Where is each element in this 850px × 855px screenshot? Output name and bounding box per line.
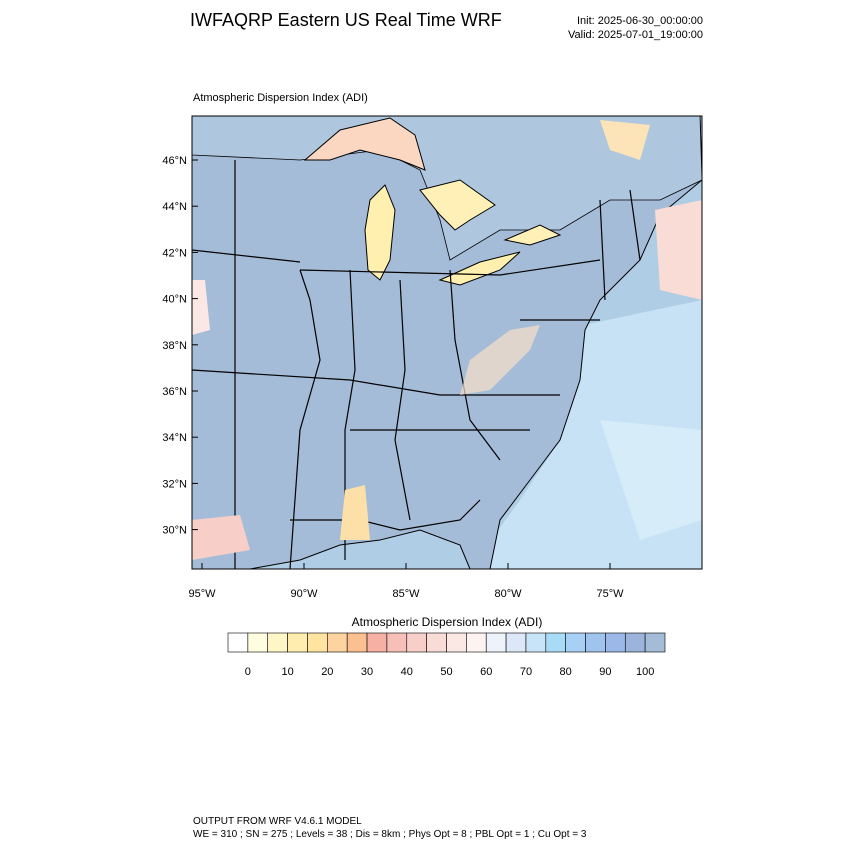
colorbar-label: 10 <box>281 666 293 678</box>
colorbar-box <box>247 632 269 653</box>
colorbar-box <box>644 632 666 653</box>
colorbar-box <box>585 632 606 653</box>
colorbar-box <box>346 632 368 653</box>
lon-label: 75°W <box>596 588 624 600</box>
colorbar-box <box>307 632 328 653</box>
colorbar-box <box>605 632 626 653</box>
colorbar-label: 70 <box>520 666 532 678</box>
colorbar-title: Atmospheric Dispersion Index (ADI) <box>352 615 543 629</box>
colorbar-box <box>327 632 348 653</box>
lat-label: 34°N <box>162 432 187 444</box>
lat-label: 44°N <box>162 201 187 213</box>
colorbar-label: 100 <box>636 666 654 678</box>
valid-time: Valid: 2025-07-01_19:00:00 <box>568 29 703 41</box>
colorbar-box <box>525 632 547 653</box>
lon-label: 80°W <box>494 588 522 600</box>
colorbar-label: 60 <box>480 666 492 678</box>
colorbar-box <box>386 632 408 653</box>
colorbar-box <box>485 632 507 653</box>
footer-line: OUTPUT FROM WRF V4.6.1 MODEL <box>193 816 362 827</box>
lon-label: 90°W <box>290 588 318 600</box>
colorbar-label: 80 <box>560 666 572 678</box>
colorbar-label: 20 <box>321 666 333 678</box>
colorbar-label: 50 <box>440 666 452 678</box>
title: IWFAQRP Eastern US Real Time WRF <box>190 10 502 30</box>
lat-label: 40°N <box>162 294 187 306</box>
map-area <box>192 116 702 569</box>
colorbar-label: 30 <box>361 666 373 678</box>
colorbar-label: 90 <box>599 666 611 678</box>
colorbar-box <box>565 632 586 653</box>
colorbar-box <box>287 632 308 653</box>
footer-line: WE = 310 ; SN = 275 ; Levels = 38 ; Dis … <box>193 829 587 840</box>
lat-label: 42°N <box>162 247 187 259</box>
colorbar-box <box>624 632 646 653</box>
lon-label: 95°W <box>188 588 216 600</box>
lat-label: 46°N <box>162 155 187 167</box>
colorbar-box <box>227 632 249 653</box>
colorbar-box <box>446 632 467 653</box>
colorbar-box <box>426 632 447 653</box>
lon-label: 85°W <box>392 588 420 600</box>
lat-label: 36°N <box>162 386 187 398</box>
map-frame <box>191 115 703 570</box>
colorbar-box <box>406 632 427 653</box>
colorbar-box <box>267 632 288 653</box>
colorbar-box <box>466 632 487 653</box>
lat-label: 32°N <box>162 478 187 490</box>
colorbar-box <box>505 632 527 653</box>
colorbar-label: 40 <box>401 666 413 678</box>
map-subtitle: Atmospheric Dispersion Index (ADI) <box>193 92 368 104</box>
init-time: Init: 2025-06-30_00:00:00 <box>577 15 703 27</box>
lat-label: 30°N <box>162 525 187 537</box>
colorbar-box <box>545 632 566 653</box>
lat-label: 38°N <box>162 340 187 352</box>
colorbar-box <box>366 632 388 653</box>
colorbar-label: 0 <box>245 666 251 678</box>
